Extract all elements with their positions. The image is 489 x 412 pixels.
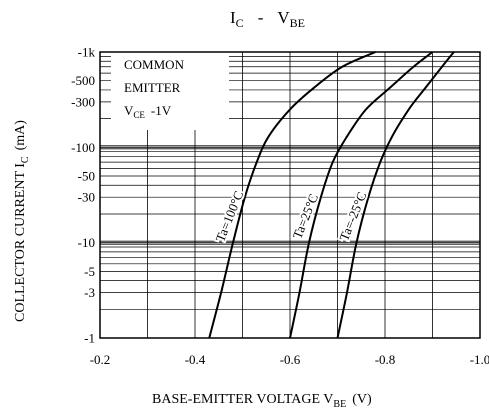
chart-title: IC - VBE — [230, 8, 305, 30]
x-tick-label: -0.4 — [185, 352, 206, 367]
y-tick-label: -500 — [71, 73, 95, 88]
legend-box: COMMON EMITTER VCE -1V — [111, 52, 229, 130]
y-tick-label: -10 — [78, 235, 95, 250]
series-line-2 — [336, 51, 455, 339]
x-axis-label: BASE-EMITTER VOLTAGE VBE (V) — [152, 392, 372, 410]
series-label-2: Ta=-25°C — [336, 190, 369, 243]
legend-box-background — [111, 52, 229, 130]
y-tick-label: -30 — [78, 190, 95, 205]
y-tick-label: -5 — [84, 264, 95, 279]
y-tick-label: -50 — [78, 169, 95, 184]
series-line-1 — [289, 51, 434, 339]
series-lines: Ta=100°C Ta=25°C Ta=-25°C — [208, 51, 455, 339]
y-tick-label: -3 — [84, 285, 95, 300]
plot-frame — [99, 51, 481, 339]
y-tick-labels: -1 -3 -5 -10 -30 -50 -100 -300 -500 -1k — [71, 45, 95, 346]
legend-line-emitter: EMITTER — [124, 80, 181, 95]
grid-lines — [100, 52, 480, 338]
x-tick-label: -0.2 — [90, 352, 111, 367]
y-axis-label: COLLECTOR CURRENT IC(mA) — [13, 120, 31, 322]
y-tick-label: -1 — [84, 331, 95, 346]
x-tick-label: -0.6 — [280, 352, 301, 367]
x-tick-label: -0.8 — [375, 352, 396, 367]
legend-line-vce: VCE -1V — [124, 103, 172, 120]
x-tick-label: -1.0 — [470, 352, 489, 367]
legend-line-common: COMMON — [124, 57, 185, 72]
series-line-0 — [208, 51, 376, 339]
x-tick-labels: -0.2 -0.4 -0.6 -0.8 -1.0 — [90, 352, 489, 367]
y-tick-label: -100 — [71, 140, 95, 155]
y-tick-label: -300 — [71, 94, 95, 109]
y-tick-label: -1k — [78, 45, 96, 60]
